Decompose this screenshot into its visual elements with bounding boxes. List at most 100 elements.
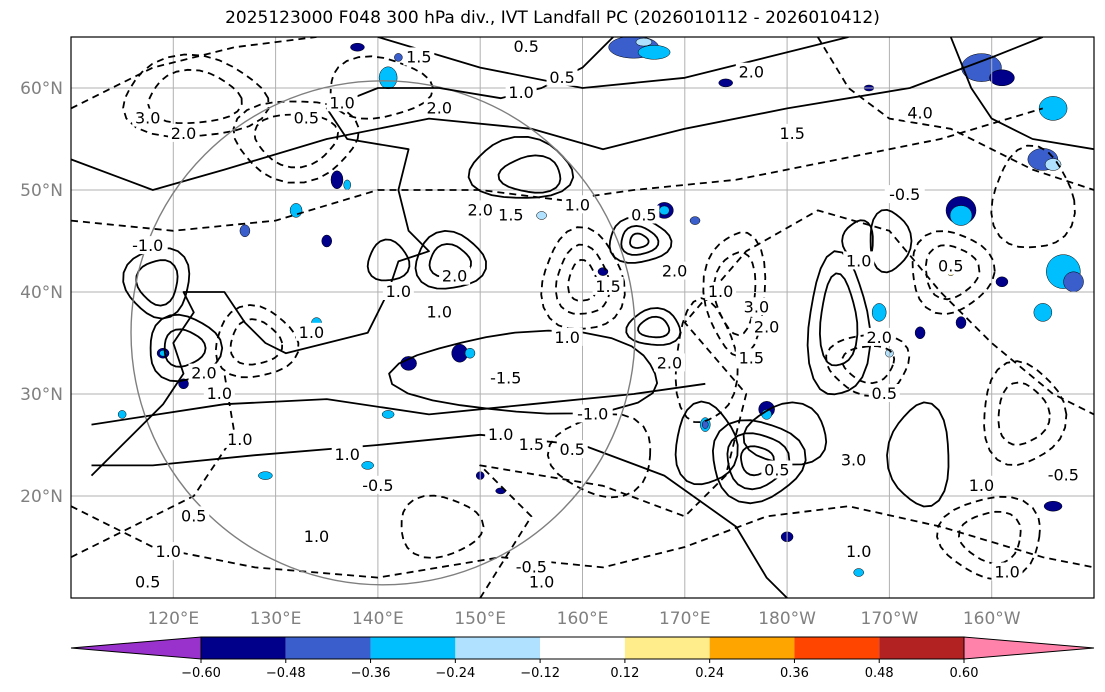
shaded-patch <box>381 410 395 419</box>
solid-contour <box>414 230 487 290</box>
solid-contour <box>625 307 682 346</box>
contour-label: 1.0 <box>994 563 1019 582</box>
contour-label-bg <box>838 450 870 469</box>
lon-tick-label: 120°E <box>147 609 199 629</box>
contour-label-bg <box>515 435 547 453</box>
shaded-patch <box>361 461 374 470</box>
contour-label: 1.0 <box>529 573 554 592</box>
colorbar-tick-label: 0.48 <box>865 666 894 681</box>
contour-label: -0.5 <box>1048 466 1079 485</box>
contour-label: 1.5 <box>595 277 620 296</box>
contour-label-bg <box>935 256 967 275</box>
shaded-patch <box>659 205 670 216</box>
contour-label: 1.5 <box>779 124 804 143</box>
figure-title: 2025123000 F048 300 hPa div., IVT Landfa… <box>225 8 880 28</box>
colorbar-min-extension <box>70 636 202 660</box>
dashed-contour <box>958 510 1022 565</box>
solid-contour <box>366 238 411 282</box>
contour-label: 2.0 <box>866 328 891 347</box>
shaded-patch <box>330 170 344 190</box>
dashed-contour <box>229 318 284 366</box>
contour-label: 0.5 <box>872 384 897 403</box>
dashed-contour <box>554 243 611 315</box>
contour-label: -1.0 <box>132 236 163 255</box>
contour-label-bg <box>653 353 685 372</box>
contour-label: 1.5 <box>498 206 523 225</box>
contour-label: 1.0 <box>304 527 329 546</box>
contour-label-bg <box>224 429 256 448</box>
solid-contour <box>71 37 1044 191</box>
dashed-contour <box>841 345 896 384</box>
contour-label-bg <box>188 363 220 382</box>
contour-label-bg <box>863 327 895 346</box>
contour-label-bg <box>382 282 414 300</box>
gridlines <box>71 37 1094 598</box>
contour-label-bg <box>127 236 168 255</box>
shaded-patch <box>394 53 403 62</box>
contour-label: -0.5 <box>362 476 393 495</box>
contour-label: 4.0 <box>907 104 932 123</box>
contour-label: 1.0 <box>329 93 354 112</box>
contour-label-bg <box>965 475 997 494</box>
contour-label: 0.5 <box>181 506 206 525</box>
shaded-patch <box>718 78 733 88</box>
colorbar-bin <box>794 637 880 659</box>
shaded-patch <box>239 224 251 238</box>
contour-label: -0.5 <box>889 185 920 204</box>
latitude-labels: 20°N 30°N 40°N 50°N 60°N <box>20 79 63 507</box>
shaded-patch <box>350 42 365 52</box>
shaded-patch <box>955 316 967 329</box>
colorbar-bin <box>624 637 710 659</box>
contour-label-bg <box>485 424 517 443</box>
contour-label: 2.0 <box>754 318 779 337</box>
contour-label-bg <box>168 123 200 142</box>
lon-tick-label: 170°E <box>659 609 711 629</box>
contour-label: 3.0 <box>744 297 769 316</box>
colorbar-max-extension <box>963 636 1095 660</box>
contour-label: 1.0 <box>386 282 411 301</box>
contour-label-bg <box>761 460 793 479</box>
colorbar-tick-label: 0.24 <box>695 666 724 681</box>
dashed-contour <box>329 55 434 120</box>
lon-tick-label: 140°E <box>352 609 404 629</box>
contour-label-bg <box>868 384 900 402</box>
solid-contour <box>497 154 562 194</box>
dashed-contour <box>253 113 339 169</box>
shaded-patch <box>464 347 476 359</box>
colorbar-tick-label: −0.36 <box>351 666 391 681</box>
solid-contour <box>712 419 807 505</box>
lat-tick-label: 50°N <box>20 181 63 201</box>
contour-label: 0.5 <box>764 461 789 480</box>
contour-label: 1.5 <box>739 348 764 367</box>
lat-tick-label: 30°N <box>20 385 63 405</box>
shaded-patch <box>995 276 1009 288</box>
contour-label-bg <box>423 302 455 321</box>
dashed-contour <box>674 297 739 424</box>
shaded-patch <box>343 179 351 191</box>
contour-label-bg <box>884 185 925 204</box>
contour-label: 1.0 <box>846 251 871 270</box>
contour-label-bg <box>556 440 588 459</box>
contour-label-bg <box>740 297 772 316</box>
contour-label-bg <box>178 506 210 525</box>
contour-label-bg <box>776 123 808 142</box>
dashed-contour <box>400 494 485 559</box>
colorbar-tick-label: 0.12 <box>610 666 639 681</box>
contour-label: 1.0 <box>708 282 733 301</box>
contour-label: 1.0 <box>334 445 359 464</box>
shaded-patch <box>949 205 973 226</box>
solid-contour <box>819 272 859 367</box>
solid-contour <box>949 37 1094 151</box>
colorbar-bin <box>201 637 286 659</box>
contour-label: 1.0 <box>508 83 533 102</box>
contour-label: 0.5 <box>135 573 160 592</box>
contour-label-bg <box>511 557 552 576</box>
dashed-contour <box>540 226 626 330</box>
colorbar-bin <box>370 637 456 659</box>
dashed-contour <box>817 37 1094 191</box>
shaded-patch <box>378 66 398 90</box>
shaded-patch <box>914 326 926 340</box>
contour-label: 1.0 <box>155 542 180 561</box>
dashed-contour <box>71 505 1094 579</box>
contour-label-bg <box>485 368 526 387</box>
